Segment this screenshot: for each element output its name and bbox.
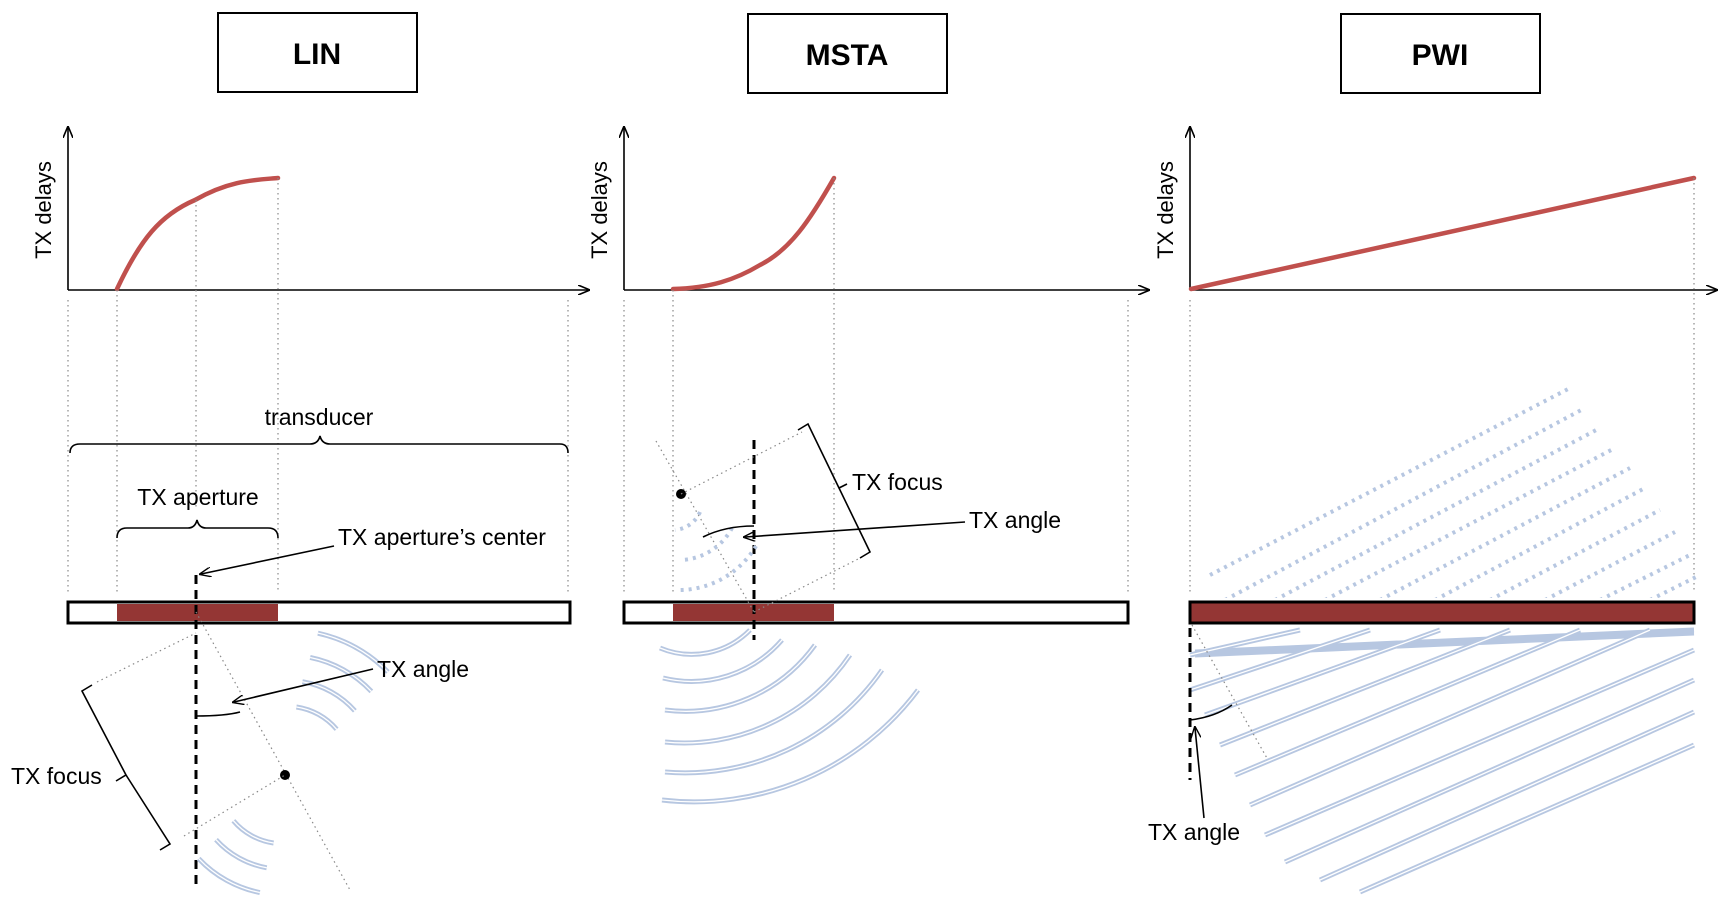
lin-tx-focus-label: TX focus <box>11 763 102 789</box>
lin-tx-angle-label: TX angle <box>377 656 469 682</box>
pwi-guides <box>1189 178 1695 593</box>
pwi-delay-axes: TX delays <box>1153 128 1716 290</box>
lin-y-axis-label: TX delays <box>31 161 56 259</box>
pwi-title-box: PWI <box>1340 13 1541 94</box>
msta-tx-focus-label: TX focus <box>852 469 943 495</box>
pwi-wavefronts <box>1194 627 1695 658</box>
pwi-delay-curve <box>1188 175 1697 292</box>
pwi-y-axis-label: TX delays <box>1153 161 1178 259</box>
lin-delay-curve <box>114 175 281 292</box>
lin-title: LIN <box>293 38 341 71</box>
lin-delay-axes: TX delays <box>31 128 588 290</box>
msta-title: MSTA <box>806 39 889 72</box>
pwi-virtual-waves <box>1209 386 1701 598</box>
lin-aperture-brace: TX aperture <box>116 484 279 539</box>
lin-panel: LIN TX delays transducer TX aperture <box>11 12 588 896</box>
pwi-tx-angle-label: TX angle <box>1148 819 1240 845</box>
lin-focus-bracket: TX focus <box>11 632 286 851</box>
msta-wavefronts <box>659 628 920 805</box>
msta-guides <box>623 178 1129 593</box>
pwi-propagation-axis <box>1191 624 1269 761</box>
lin-angle-callout: TX angle <box>195 656 469 717</box>
pwi-plane-wave-lines <box>1189 627 1696 895</box>
msta-transducer-bar <box>622 600 1130 625</box>
pwi-active-elements <box>1188 600 1696 625</box>
msta-delay-axes: TX delays <box>587 128 1148 290</box>
msta-title-box: MSTA <box>747 13 948 94</box>
transducer-label: transducer <box>265 404 374 430</box>
pwi-panel: PWI TX delays <box>1148 13 1716 895</box>
tx-aperture-center-label: TX aperture’s center <box>338 524 546 550</box>
lin-wavefronts <box>196 630 390 896</box>
lin-transducer-bar <box>66 600 572 625</box>
lin-guides <box>67 178 569 593</box>
pwi-angle-callout: TX angle <box>1148 704 1240 845</box>
msta-y-axis-label: TX delays <box>587 161 612 259</box>
lin-focal-point <box>280 770 290 780</box>
lin-transducer-brace: transducer <box>69 404 569 454</box>
msta-focus-bracket: TX focus <box>680 422 943 613</box>
lin-title-box: LIN <box>217 12 418 93</box>
lin-beam-axis <box>195 611 351 891</box>
msta-panel: MSTA TX delays <box>587 13 1148 805</box>
pwi-transducer-bar <box>1188 600 1696 625</box>
msta-angle-callout: TX angle <box>702 507 1061 537</box>
pwi-title: PWI <box>1412 39 1469 72</box>
tx-aperture-label: TX aperture <box>137 484 258 510</box>
lin-aperture-center-callout: TX aperture’s center <box>201 524 546 574</box>
msta-virtual-waves <box>674 511 758 592</box>
msta-delay-curve <box>670 175 837 292</box>
msta-tx-angle-label: TX angle <box>969 507 1061 533</box>
